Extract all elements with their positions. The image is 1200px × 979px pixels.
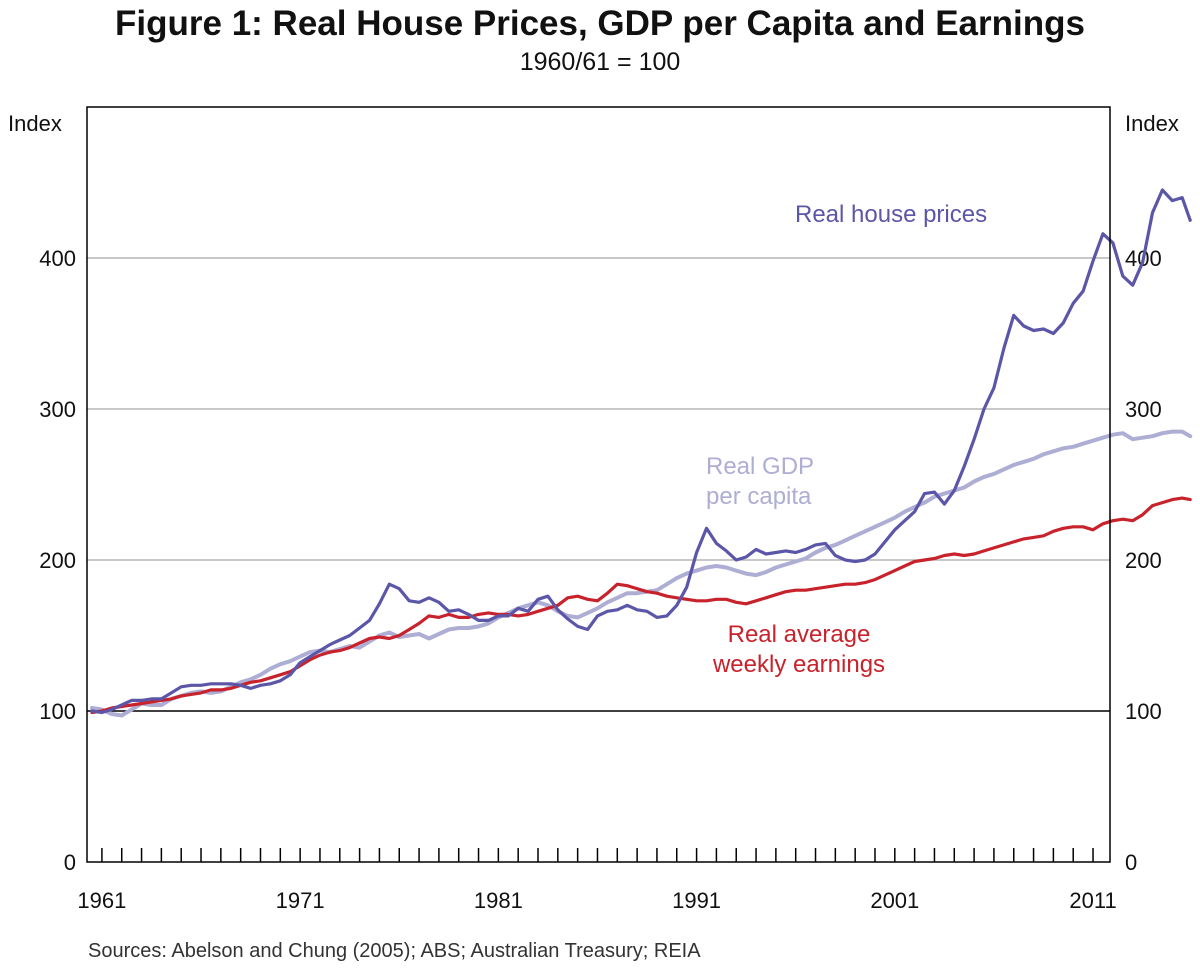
chart-subtitle: 1960/61 = 100 — [519, 48, 681, 76]
series-line-gdp — [90, 429, 1193, 718]
series-label-gdp: per capita — [706, 483, 812, 510]
y-tick-label-left: 100 — [39, 699, 76, 724]
series-label-earnings: weekly earnings — [712, 651, 885, 678]
series-annotations: Real house prices Real GDP per capita Real … — [706, 201, 987, 678]
y-tick-label-left: 200 — [39, 548, 76, 573]
x-tick-label: 1961 — [77, 888, 126, 913]
series-lines — [90, 188, 1193, 718]
axis-ticks — [101, 848, 1094, 862]
chart-title: Figure 1: Real House Prices, GDP per Cap… — [115, 4, 1085, 43]
gridlines — [87, 257, 1110, 712]
x-tick-label: 1991 — [672, 888, 721, 913]
y-axis-label-left: Index — [8, 111, 62, 136]
x-tick-label: 1971 — [276, 888, 325, 913]
y-tick-label-left: 400 — [39, 246, 76, 271]
series-label-house: Real house prices — [795, 201, 987, 228]
y-tick-label-left: 300 — [39, 397, 76, 422]
y-tick-label-right: 0 — [1125, 850, 1137, 875]
x-tick-label: 1981 — [474, 888, 523, 913]
x-tick-label: 2011 — [1069, 888, 1116, 913]
y-tick-label-right: 300 — [1125, 397, 1162, 422]
x-tick-label: 2001 — [870, 888, 919, 913]
y-axis-label-right: Index — [1125, 111, 1179, 136]
series-line-earnings — [90, 496, 1192, 715]
chart-source: Sources: Abelson and Chung (2005); ABS; … — [88, 940, 701, 962]
series-label-gdp: Real GDP — [706, 453, 814, 480]
y-tick-label-right: 100 — [1125, 699, 1162, 724]
y-tick-label-right: 200 — [1125, 548, 1162, 573]
plot-frame — [86, 106, 1111, 863]
series-line-house — [90, 188, 1192, 715]
series-label-earnings: Real average — [728, 621, 871, 648]
y-tick-label-left: 0 — [64, 850, 76, 875]
